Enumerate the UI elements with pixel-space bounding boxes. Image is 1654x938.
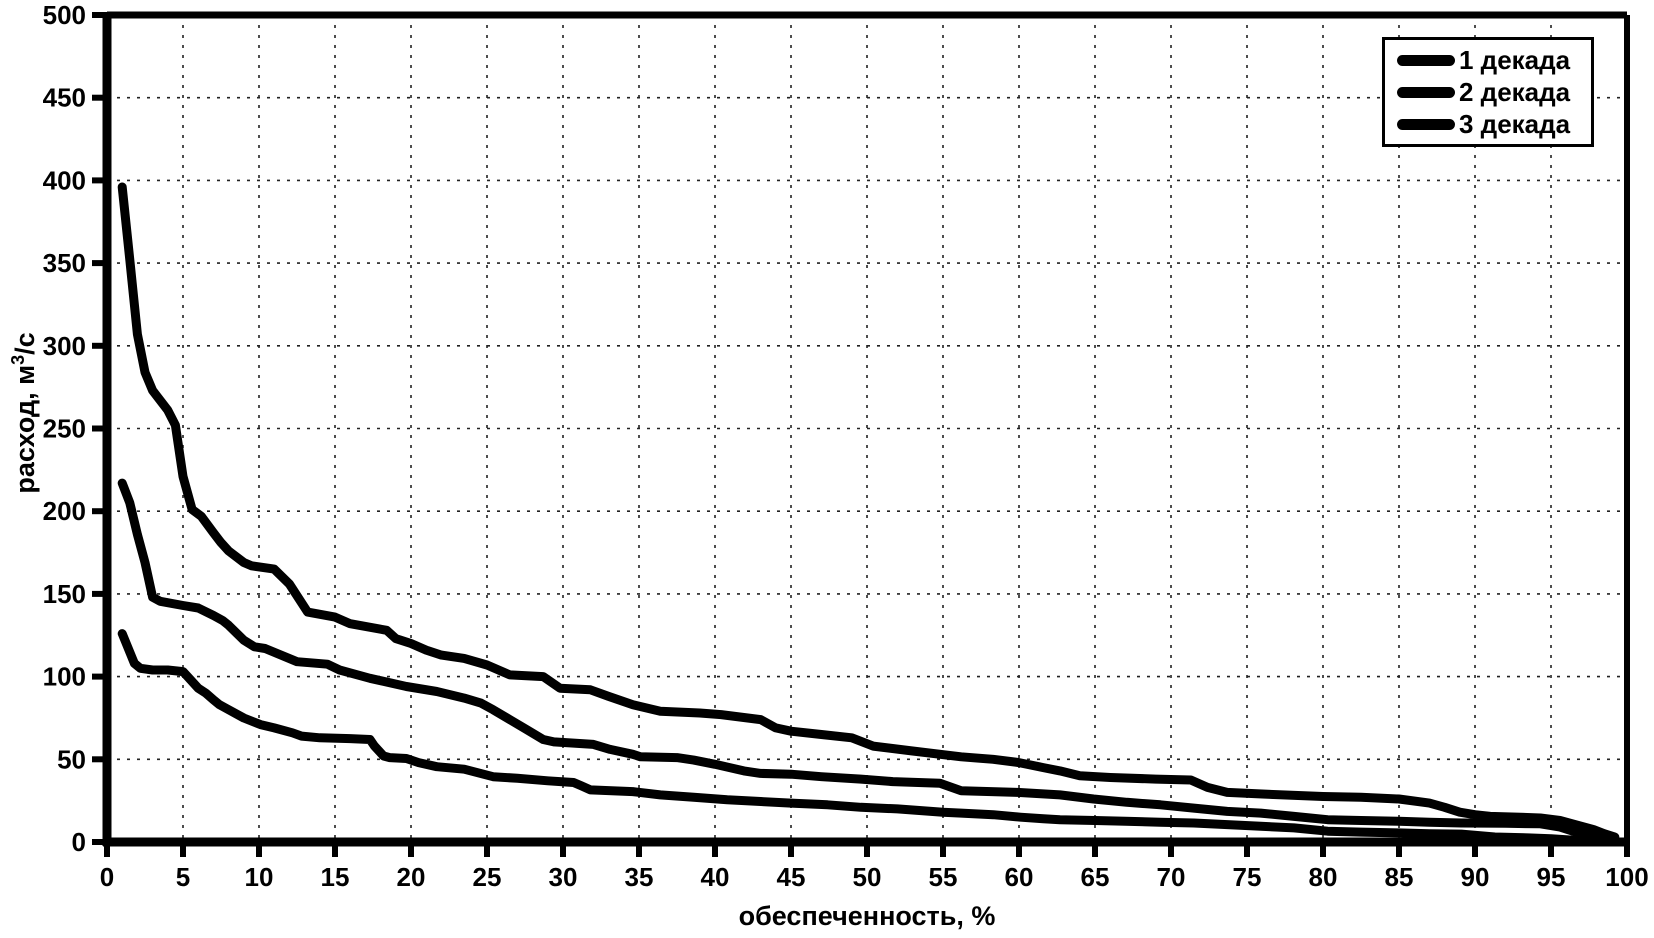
legend-line-swatch [1397, 86, 1455, 98]
legend-line-swatch [1397, 54, 1455, 66]
x-tick-label-80: 80 [1309, 862, 1338, 892]
x-tick-label-70: 70 [1157, 862, 1186, 892]
series-line-1 [117, 182, 1620, 842]
y-tick-label-500: 500 [43, 0, 86, 30]
y-tick-label-200: 200 [43, 496, 86, 526]
series-line-2 [117, 478, 1611, 843]
y-tick-label-50: 50 [57, 744, 86, 774]
x-tick-label-10: 10 [245, 862, 274, 892]
x-tick-label-45: 45 [777, 862, 806, 892]
x-tick-label-5: 5 [176, 862, 190, 892]
x-axis-title: обеспеченность, % [739, 901, 996, 931]
legend-item-label: 2 декада [1459, 76, 1571, 107]
y-tick-label-100: 100 [43, 662, 86, 692]
x-tick-label-30: 30 [549, 862, 578, 892]
series-line-3 [117, 629, 1594, 846]
y-tick-label-0: 0 [72, 827, 86, 857]
legend-item-label: 1 декада [1459, 44, 1571, 75]
legend-item: 3 декада [1397, 109, 1583, 140]
x-tick-label-50: 50 [853, 862, 882, 892]
x-tick-label-35: 35 [625, 862, 654, 892]
legend-item: 2 декада [1397, 77, 1583, 108]
y-tick-label-450: 450 [43, 83, 86, 113]
legend-line-swatch [1397, 118, 1455, 130]
x-tick-label-0: 0 [100, 862, 114, 892]
x-tick-label-65: 65 [1081, 862, 1110, 892]
x-tick-label-100: 100 [1605, 862, 1648, 892]
x-tick-label-85: 85 [1385, 862, 1414, 892]
y-axis-title-superscript: 3 [8, 355, 28, 365]
x-tick-label-90: 90 [1461, 862, 1490, 892]
y-tick-label-300: 300 [43, 331, 86, 361]
x-tick-label-95: 95 [1537, 862, 1566, 892]
x-tick-label-25: 25 [473, 862, 502, 892]
y-axis-title: расход, м3/с [8, 332, 40, 493]
axis-layer [92, 11, 1630, 857]
tick-label-layer: 0 5 10 15 20 25 30 35 40 45 50 55 60 65 70 75 80 85 90 95 10… [43, 0, 1649, 892]
y-tick-label-400: 400 [43, 165, 86, 195]
x-tick-label-60: 60 [1005, 862, 1034, 892]
x-tick-label-75: 75 [1233, 862, 1262, 892]
y-axis-title-unit: /с [10, 332, 40, 355]
y-axis-title-base: расход, м [10, 365, 40, 494]
x-tick-label-15: 15 [321, 862, 350, 892]
legend-item-label: 3 декада [1459, 108, 1571, 139]
legend-item: 1 декада [1397, 45, 1583, 76]
x-tick-label-20: 20 [397, 862, 426, 892]
legend: 1 декада 2 декада 3 декада [1382, 37, 1594, 147]
x-tick-label-55: 55 [929, 862, 958, 892]
y-tick-label-250: 250 [43, 414, 86, 444]
x-tick-label-40: 40 [701, 862, 730, 892]
y-tick-label-150: 150 [43, 579, 86, 609]
y-tick-label-350: 350 [43, 248, 86, 278]
grid-layer [107, 15, 1627, 842]
series-layer [117, 182, 1620, 846]
